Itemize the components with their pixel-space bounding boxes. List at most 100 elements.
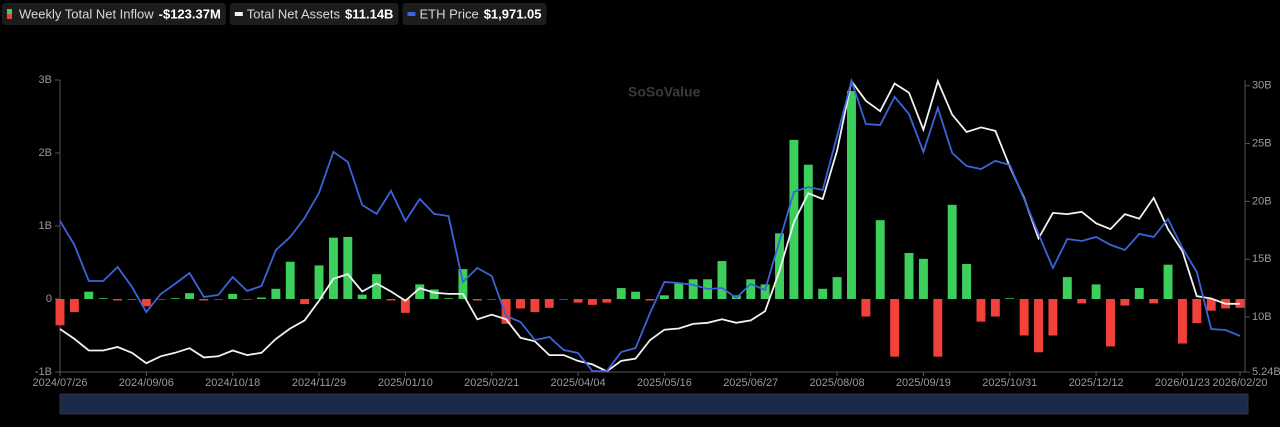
bar: [328, 237, 338, 299]
bar: [271, 288, 281, 299]
bar: [573, 299, 583, 303]
bar: [357, 294, 367, 299]
x-tick-label: 2025/09/19: [896, 377, 951, 389]
bar: [818, 288, 828, 299]
bar: [343, 236, 353, 299]
x-tick-label: 2024/11/29: [292, 377, 346, 389]
bar: [587, 299, 597, 305]
bar: [1177, 299, 1187, 344]
y2-tick-label: 10B: [1252, 311, 1272, 323]
bar: [501, 299, 511, 324]
bar: [1019, 299, 1029, 336]
bar: [458, 269, 468, 299]
bar: [314, 265, 324, 299]
bar: [386, 299, 396, 301]
bar: [1192, 299, 1202, 324]
bar: [616, 288, 626, 299]
bar: [213, 299, 223, 300]
bar: [530, 299, 540, 313]
bar: [185, 293, 194, 299]
bar: [372, 274, 382, 299]
bar: [141, 299, 151, 307]
y2-tick-label: 25B: [1252, 137, 1272, 149]
bar: [285, 261, 295, 299]
bar: [631, 291, 641, 299]
bar: [789, 139, 799, 299]
bar: [1163, 264, 1173, 299]
y2-tick-label: 5.24B: [1252, 366, 1280, 378]
x-tick-label: 2025/02/21: [464, 377, 519, 389]
bar: [98, 298, 108, 299]
bar: [746, 279, 756, 299]
bar: [990, 299, 1000, 317]
x-tick-label: 2025/04/04: [551, 377, 606, 389]
legend-item: Weekly Total Net Inflow -$123.37M: [2, 3, 226, 25]
legend-name: Weekly Total Net Inflow: [19, 6, 154, 21]
x-tick-label: 2025/01/10: [378, 377, 433, 389]
bar: [544, 299, 554, 308]
line: [59, 77, 1241, 372]
legend-item: Total Net Assets $11.14B: [229, 3, 399, 25]
bar: [674, 282, 684, 299]
y2-tick-label: 30B: [1252, 80, 1272, 92]
legend-value: $1,971.05: [484, 6, 542, 21]
bar: [199, 299, 209, 301]
bar: [717, 261, 727, 299]
bar: [760, 284, 770, 299]
legend-box: [402, 3, 547, 25]
bar: [242, 299, 252, 300]
bar: [400, 299, 410, 313]
bar: [472, 299, 482, 301]
bar: [444, 298, 453, 299]
bar: [55, 299, 65, 326]
bar: [918, 258, 928, 299]
bar: [1062, 277, 1072, 299]
bar: [962, 263, 972, 299]
legend-swatch: [234, 12, 243, 16]
bar: [429, 289, 439, 299]
bar: [1120, 299, 1130, 306]
bar: [300, 299, 310, 305]
bar: [904, 253, 914, 299]
legend-swatch: [7, 14, 12, 19]
bar: [1048, 299, 1058, 336]
bar: [559, 299, 569, 300]
y-tick-label: 3B: [39, 74, 52, 86]
bar: [947, 204, 957, 299]
bar: [659, 295, 669, 299]
y-tick-label: -1B: [35, 366, 52, 378]
legend-name: Total Net Assets: [247, 6, 341, 21]
line: [59, 78, 1240, 373]
bar: [933, 299, 943, 357]
bar: [415, 284, 425, 299]
bar: [645, 299, 655, 301]
watermark: SoSoValue: [628, 84, 701, 100]
bar: [976, 299, 986, 322]
legend-value: $11.14B: [345, 6, 393, 21]
navigator[interactable]: [59, 393, 1249, 415]
legend-swatch: [7, 9, 12, 14]
x-tick-label: 2025/08/08: [810, 377, 865, 389]
x-tick-label: 2025/12/12: [1069, 377, 1124, 389]
bar: [113, 299, 123, 301]
bar: [1206, 299, 1216, 311]
x-tick-label: 2024/07/26: [32, 377, 87, 389]
bar: [1149, 299, 1159, 304]
bar: [1106, 299, 1115, 347]
bar: [1134, 288, 1144, 299]
bar: [847, 90, 856, 299]
y-tick-label: 0: [46, 293, 52, 305]
bar: [127, 299, 137, 300]
x-tick-label: 2025/10/31: [982, 377, 1037, 389]
y-tick-label: 2B: [39, 147, 52, 159]
bar: [861, 299, 871, 317]
bar: [516, 299, 525, 309]
bar: [775, 233, 784, 299]
bar: [602, 299, 612, 303]
legend-box: [229, 3, 399, 25]
legend-swatch: [407, 12, 416, 16]
bar: [170, 298, 180, 299]
x-tick-label: 2025/05/16: [637, 377, 692, 389]
bar: [1077, 299, 1087, 304]
